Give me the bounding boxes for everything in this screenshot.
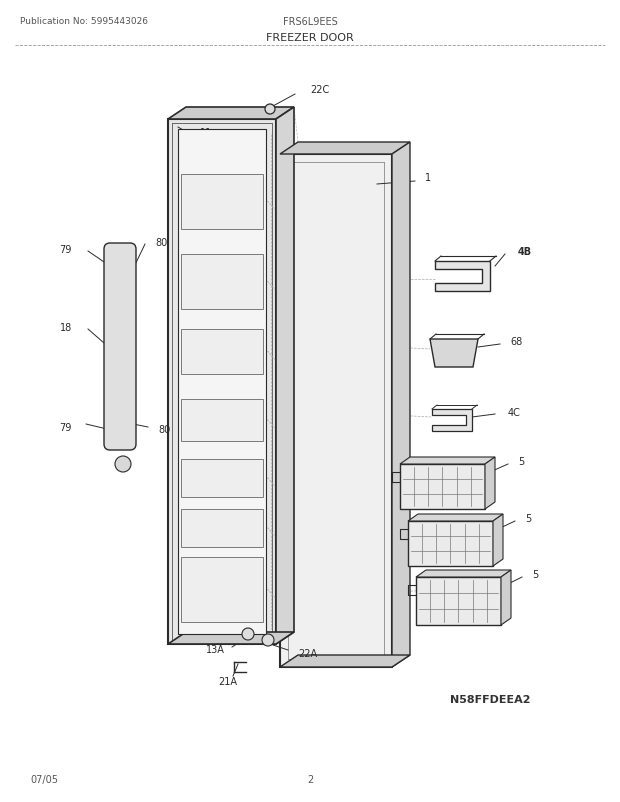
Polygon shape [408,514,503,521]
Polygon shape [400,457,495,464]
Text: 21A: 21A [218,676,237,687]
Polygon shape [435,261,490,292]
Polygon shape [416,570,511,577]
Polygon shape [280,143,410,155]
Polygon shape [432,410,472,431]
Circle shape [265,105,275,115]
Text: 22C: 22C [310,85,329,95]
Text: 4C: 4C [508,407,521,418]
Bar [181,255,263,310]
Bar [181,557,263,622]
Polygon shape [168,119,276,644]
Text: 07/05: 07/05 [30,774,58,784]
Bar [181,399,263,441]
Text: 68: 68 [510,337,522,346]
Text: 5: 5 [532,569,538,579]
Bar [181,330,263,375]
Polygon shape [276,107,294,644]
Text: 4B: 4B [518,247,532,257]
Polygon shape [485,457,495,509]
Text: 1: 1 [425,172,431,183]
Text: 79: 79 [60,245,72,255]
Circle shape [115,456,131,472]
Polygon shape [168,107,294,119]
Text: FRS6L9EES: FRS6L9EES [283,17,337,27]
Text: Publication No: 5995443026: Publication No: 5995443026 [20,18,148,26]
Text: 80: 80 [158,424,170,435]
Text: 80: 80 [155,237,167,248]
Text: FREEZER DOOR: FREEZER DOOR [266,33,354,43]
Polygon shape [280,655,410,667]
Bar [181,460,263,497]
Bar [181,509,263,547]
Polygon shape [430,339,478,367]
Polygon shape [501,570,511,626]
Polygon shape [280,155,392,667]
Circle shape [262,634,274,646]
Polygon shape [392,143,410,667]
Text: 5: 5 [525,513,531,524]
Bar [181,175,263,229]
FancyBboxPatch shape [104,244,136,451]
Text: 5: 5 [518,456,525,467]
Text: 18: 18 [60,322,72,333]
Text: 11: 11 [200,128,212,138]
Bar [408,521,493,566]
Text: 13A: 13A [206,644,225,654]
Text: N58FFDEEA2: N58FFDEEA2 [450,695,530,704]
Text: 22A: 22A [298,648,317,658]
Polygon shape [168,632,294,644]
Bar [400,464,485,509]
Bar [178,130,266,634]
Bar [416,577,501,626]
Circle shape [242,628,254,640]
Text: 2: 2 [307,774,313,784]
Text: 79: 79 [60,423,72,432]
Polygon shape [493,514,503,566]
